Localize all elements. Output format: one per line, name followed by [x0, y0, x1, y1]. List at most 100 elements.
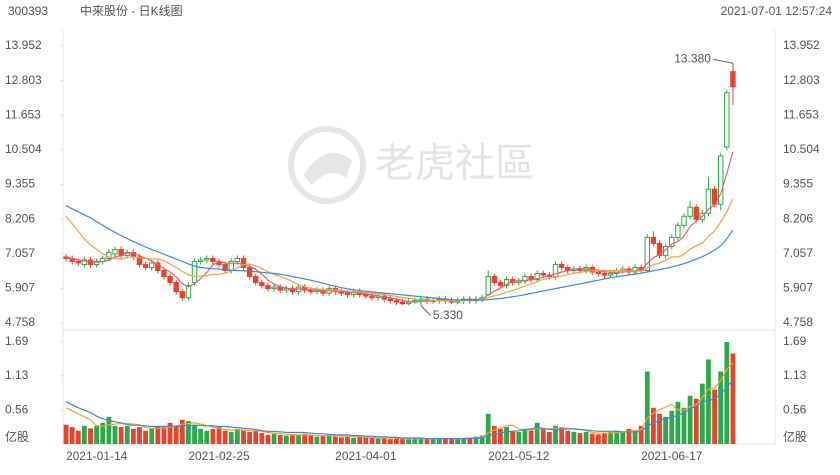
volume-bar [112, 425, 118, 444]
volume-bar [504, 427, 509, 444]
volume-bar [461, 437, 467, 444]
volume-bar [179, 419, 185, 444]
candle-body [271, 286, 277, 290]
volume-bar [369, 437, 375, 444]
candle-body [259, 282, 265, 287]
candle-body [369, 295, 375, 299]
volume-bar [210, 428, 216, 444]
annotation-leader [420, 305, 432, 317]
volume-bar [149, 428, 155, 444]
volume-bar [394, 438, 399, 444]
volume-bar [522, 429, 528, 444]
volume-bar [137, 427, 142, 444]
y2-tick-label: 1.69 [5, 334, 29, 348]
volume-bar [338, 437, 344, 444]
timestamp: 2021-07-01 12:57:24 [721, 4, 833, 18]
candle-body [595, 271, 602, 275]
volume-bar [100, 422, 106, 444]
volume-bar [106, 416, 112, 444]
volume-bar [595, 434, 601, 444]
volume-bar [602, 433, 607, 444]
volume-bar [638, 425, 644, 444]
volume-bar [387, 439, 393, 444]
volume-bar [94, 425, 100, 444]
volume-bar [345, 436, 350, 444]
volume-bar [302, 433, 308, 444]
volume-bar [118, 427, 124, 444]
volume-bar [479, 435, 485, 444]
candle-body [161, 270, 167, 278]
y2-tick-label-right: 1.69 [783, 334, 807, 348]
y-tick-label-right: 7.057 [783, 246, 813, 260]
candle-body [387, 298, 394, 302]
volume-bar [247, 431, 253, 444]
volume-bar [706, 359, 711, 444]
y-tick-label-right: 8.206 [783, 211, 813, 225]
volume-bar [559, 427, 565, 444]
volume-bar [192, 424, 197, 444]
candle-body [497, 282, 504, 287]
volume-bar [651, 407, 656, 444]
stock-code: 300393 [8, 4, 48, 18]
y-tick-label: 4.758 [5, 315, 35, 329]
x-tick-label: 2021-01-14 [66, 449, 128, 463]
volume-bar [534, 422, 540, 444]
y-tick-label: 12.803 [5, 73, 42, 87]
candle-body [534, 273, 540, 281]
y-tick-label-right: 10.504 [783, 142, 820, 156]
volume-bar [577, 433, 583, 444]
x-tick-label: 2021-06-17 [641, 449, 703, 463]
candle-body [558, 263, 565, 269]
candle-body [136, 256, 143, 265]
volume-bar [167, 422, 173, 444]
y-tick-label: 9.355 [5, 177, 35, 191]
candle-body [75, 260, 81, 264]
volume-unit: 亿股 [5, 429, 29, 444]
ma-line [65, 380, 734, 440]
candle-body [693, 206, 699, 220]
volume-bar [351, 437, 357, 444]
volume-bar [687, 395, 693, 444]
volume-bar [204, 430, 210, 444]
volume-bar [473, 436, 479, 444]
volume-bar [620, 431, 626, 444]
candle-body [142, 263, 149, 269]
y2-tick-label: 0.56 [5, 402, 29, 416]
ma-line [65, 151, 734, 303]
candle-body [185, 285, 192, 299]
candle-body [112, 248, 118, 255]
y-tick-label: 10.504 [5, 142, 42, 156]
candle-body [503, 279, 510, 287]
annotation-label: 13.380 [674, 51, 711, 65]
volume-bar [357, 436, 363, 444]
volume-bar [412, 438, 418, 444]
ma-line [65, 205, 734, 301]
candle-body [675, 224, 681, 238]
y-tick-label-right: 11.653 [783, 107, 819, 121]
volume-bar [253, 430, 259, 444]
volume-bar [277, 434, 283, 444]
volume-bar [143, 430, 148, 444]
candle-body [730, 71, 736, 88]
volume-bar [491, 425, 497, 444]
volume-bar [565, 430, 571, 444]
volume-bar [290, 434, 295, 444]
volume-bar [406, 439, 412, 444]
y-tick-label-right: 13.952 [783, 38, 820, 52]
volume-bar [730, 353, 736, 444]
volume-bar [161, 427, 167, 444]
y-tick-label: 11.653 [5, 107, 41, 121]
volume-bar [363, 437, 369, 444]
volume-bar [675, 401, 681, 444]
volume-bar [663, 416, 669, 444]
candle-body [246, 267, 253, 278]
y-tick-label-right: 5.907 [783, 281, 813, 295]
volume-bar [449, 438, 454, 444]
y-tick-label-right: 12.803 [783, 73, 820, 87]
candle-body [718, 155, 724, 205]
candle-body [155, 262, 161, 272]
volume-bar [546, 431, 552, 444]
candle-body [253, 276, 259, 284]
candle-body [399, 301, 406, 305]
volume-bar [314, 436, 320, 444]
